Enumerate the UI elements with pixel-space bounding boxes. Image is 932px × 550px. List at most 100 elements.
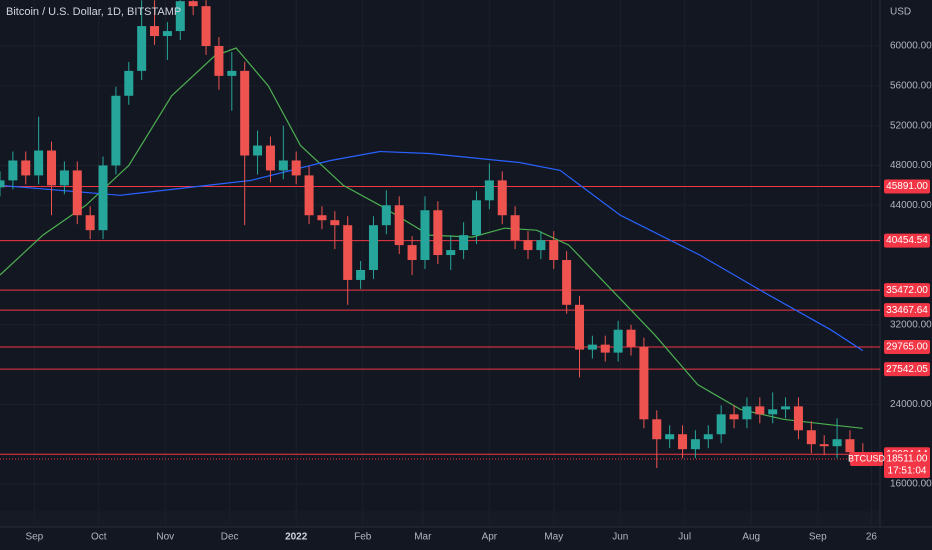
level-label-box <box>884 362 930 377</box>
moving-average <box>0 150 864 352</box>
candle-body <box>781 406 791 410</box>
candle-body <box>137 26 147 71</box>
candle-body <box>0 180 5 188</box>
last-price-box <box>884 452 930 479</box>
level-label-box <box>884 339 930 354</box>
candle-body <box>768 409 778 415</box>
candle-body <box>162 31 172 37</box>
level-label-box <box>884 233 930 248</box>
candle-body <box>729 414 739 420</box>
candle-body <box>59 170 69 186</box>
countdown: 17:51:04 <box>888 466 927 477</box>
candle-body <box>394 205 404 246</box>
level-label: 33467.64 <box>886 305 928 316</box>
candle-body <box>845 439 855 453</box>
y-tick-label: 32000.00 <box>890 319 932 330</box>
level-label-box <box>884 303 930 318</box>
candle-body <box>484 180 494 201</box>
candle-body <box>536 240 546 251</box>
candle-body <box>793 406 803 431</box>
candle-body <box>755 406 765 415</box>
candle-body <box>678 434 688 450</box>
candle-body <box>446 250 456 256</box>
x-tick-label: 2022 <box>285 532 308 543</box>
x-tick-label: Feb <box>354 532 372 543</box>
symbol-label: BTCUSD <box>848 453 886 463</box>
candle-body <box>690 439 700 450</box>
level-label: 29765.00 <box>886 342 928 353</box>
indicator-pane <box>0 511 880 527</box>
candle-body <box>806 430 816 445</box>
y-tick-label: 52000.00 <box>890 120 932 131</box>
candle-body <box>575 304 585 350</box>
x-tick-label: Jul <box>678 532 691 543</box>
candle-body <box>407 245 417 261</box>
candle-body <box>459 235 469 251</box>
candle-body <box>34 150 44 176</box>
y-tick-label: 48000.00 <box>890 160 932 171</box>
candle-body <box>330 220 340 226</box>
candle-body <box>98 165 108 231</box>
candle-body <box>626 329 636 347</box>
candle-body <box>549 240 559 261</box>
candle-body <box>368 225 378 270</box>
candle-body <box>471 200 481 236</box>
candle-body <box>587 344 597 350</box>
candle-body <box>343 225 353 280</box>
candle-body <box>613 329 623 353</box>
candle-body <box>819 444 829 447</box>
candle-body <box>227 70 237 76</box>
candle-body <box>291 160 301 176</box>
candle-body <box>497 180 507 216</box>
candle-body <box>433 210 443 256</box>
x-tick-label: Jun <box>612 532 628 543</box>
last-price-label: 18511.00 <box>887 454 928 465</box>
candle-body <box>240 70 250 156</box>
candle-body <box>150 26 160 37</box>
candle-body <box>188 1 198 7</box>
x-tick-label: Dec <box>221 532 239 543</box>
level-label-box <box>884 283 930 298</box>
candle-body <box>265 145 275 171</box>
x-tick-label: Aug <box>742 532 760 543</box>
candle-body <box>175 1 185 32</box>
candle-body <box>652 419 662 440</box>
candle-body <box>356 269 366 280</box>
candle-body <box>72 170 82 216</box>
candle-body <box>21 160 31 176</box>
x-tick-label: Apr <box>482 532 498 543</box>
x-tick-label: Nov <box>156 532 174 543</box>
candle-body <box>703 434 713 440</box>
candle-body <box>111 95 121 166</box>
y-tick-label: 44000.00 <box>890 200 932 211</box>
candle-body <box>716 414 726 435</box>
candle-body <box>124 70 134 96</box>
level-label: 45891.00 <box>886 181 928 192</box>
x-tick-label: May <box>544 532 563 543</box>
level-label: 35472.00 <box>886 285 928 296</box>
y-tick-label: 60000.00 <box>890 41 932 52</box>
candle-body <box>420 210 430 261</box>
candle-body <box>201 6 211 46</box>
chart-title: Bitcoin / U.S. Dollar, 1D, BITSTAMP <box>6 6 181 18</box>
candle-body <box>600 344 610 353</box>
level-label: 27542.05 <box>886 364 928 375</box>
level-label: 40454.54 <box>886 235 928 246</box>
candle-body <box>665 434 675 440</box>
x-tick-label: Sep <box>25 532 43 543</box>
candle-body <box>639 346 649 420</box>
y-tick-label: 16000.00 <box>890 479 932 490</box>
candle-body <box>510 215 520 241</box>
candle-body <box>47 150 57 186</box>
candle-body <box>253 145 263 156</box>
candle-body <box>523 240 533 251</box>
x-tick-label: Mar <box>414 532 432 543</box>
candle-body <box>85 215 95 231</box>
candle-body <box>742 406 752 420</box>
symbol-box <box>850 452 883 467</box>
currency: USD <box>890 7 911 18</box>
y-tick-label: 56000.00 <box>890 80 932 91</box>
candle-body <box>562 260 572 305</box>
